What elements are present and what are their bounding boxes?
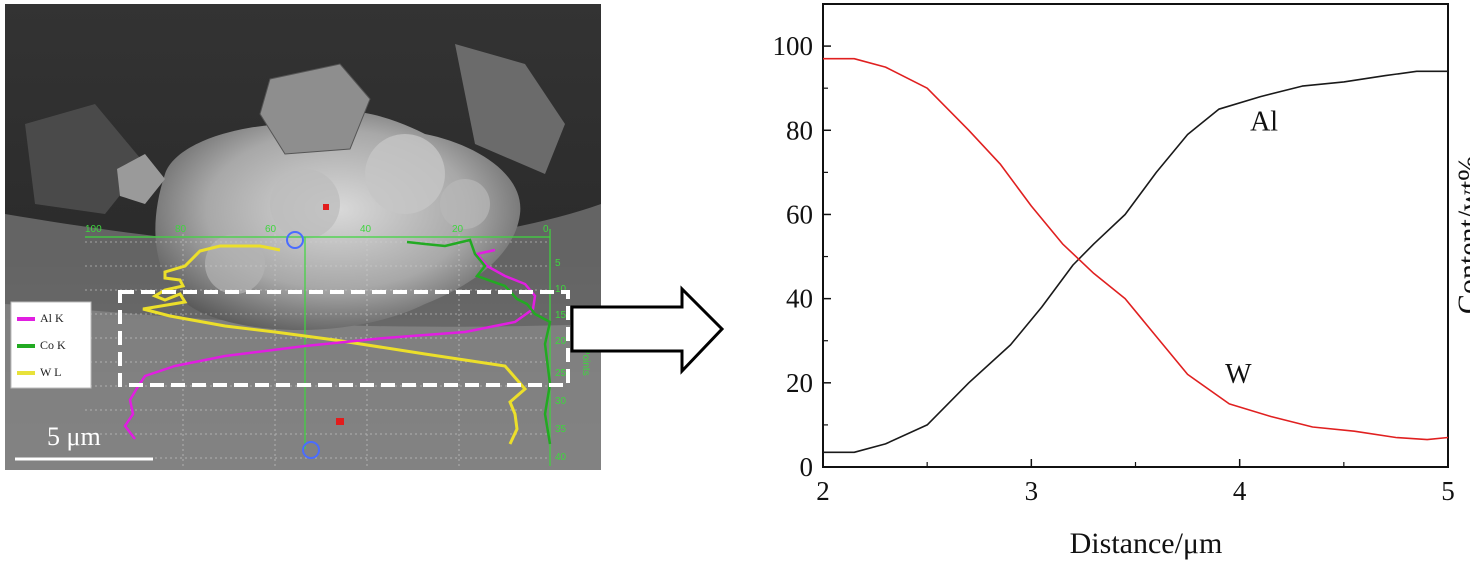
plot-frame: [822, 3, 1449, 468]
series-annotation: Al: [1250, 106, 1278, 137]
right-axis-tick: 40: [555, 452, 567, 463]
top-axis-tick: 20: [452, 224, 464, 235]
y-tick-label: 40: [786, 284, 813, 314]
selection-box: [118, 290, 570, 387]
scale-bar-label: 5 μm: [47, 422, 101, 451]
y-tick-label: 60: [786, 199, 813, 229]
x-axis-label: Distance/μm: [1070, 527, 1223, 560]
legend-label: Co K: [40, 338, 66, 352]
x-tick-label: 5: [1441, 476, 1455, 506]
right-axis-tick: 5: [555, 258, 561, 269]
right-axis-tick: 15: [555, 310, 567, 321]
sem-image-panel: 100 80 60 40 20 0 5 10 15 20 25 30 35 40…: [5, 4, 601, 470]
right-axis-tick: 30: [555, 396, 567, 407]
y-tick-label: 20: [786, 368, 813, 398]
legend-swatch: [17, 344, 35, 348]
arrow-icon: [570, 285, 725, 375]
series-annotation: W: [1225, 359, 1252, 390]
series-line-al: [823, 70, 1448, 454]
right-axis-tick: 35: [555, 424, 567, 435]
top-axis-tick: 60: [265, 224, 277, 235]
top-axis-tick: 40: [360, 224, 372, 235]
top-axis-tick: 100: [85, 224, 102, 235]
legend-swatch: [17, 371, 35, 375]
x-tick-label: 4: [1233, 476, 1247, 506]
legend-label: W L: [40, 365, 61, 379]
y-tick-label: 0: [800, 452, 814, 482]
right-axis-tick: 10: [555, 284, 567, 295]
line-chart: 0 20 40 60 80 100 2 3 4 5 Al W Distance/μm Conten…: [773, 3, 1470, 560]
top-axis-tick: 0: [543, 224, 549, 235]
right-axis-tick: 25: [555, 368, 567, 379]
legend-swatch: [17, 317, 35, 321]
series-line-w: [823, 57, 1449, 441]
y-tick-label: 80: [786, 115, 813, 145]
legend-label: Al K: [40, 311, 64, 325]
x-tick-label: 3: [1025, 476, 1039, 506]
top-axis-tick: 80: [175, 224, 187, 235]
right-axis-tick: 20: [555, 336, 567, 347]
y-axis-label: Content/wt%: [1452, 156, 1470, 314]
x-tick-label: 2: [816, 476, 830, 506]
sem-micrograph: 100 80 60 40 20 0 5 10 15 20 25 30 35 40…: [5, 4, 601, 470]
y-tick-label: 100: [773, 31, 814, 61]
